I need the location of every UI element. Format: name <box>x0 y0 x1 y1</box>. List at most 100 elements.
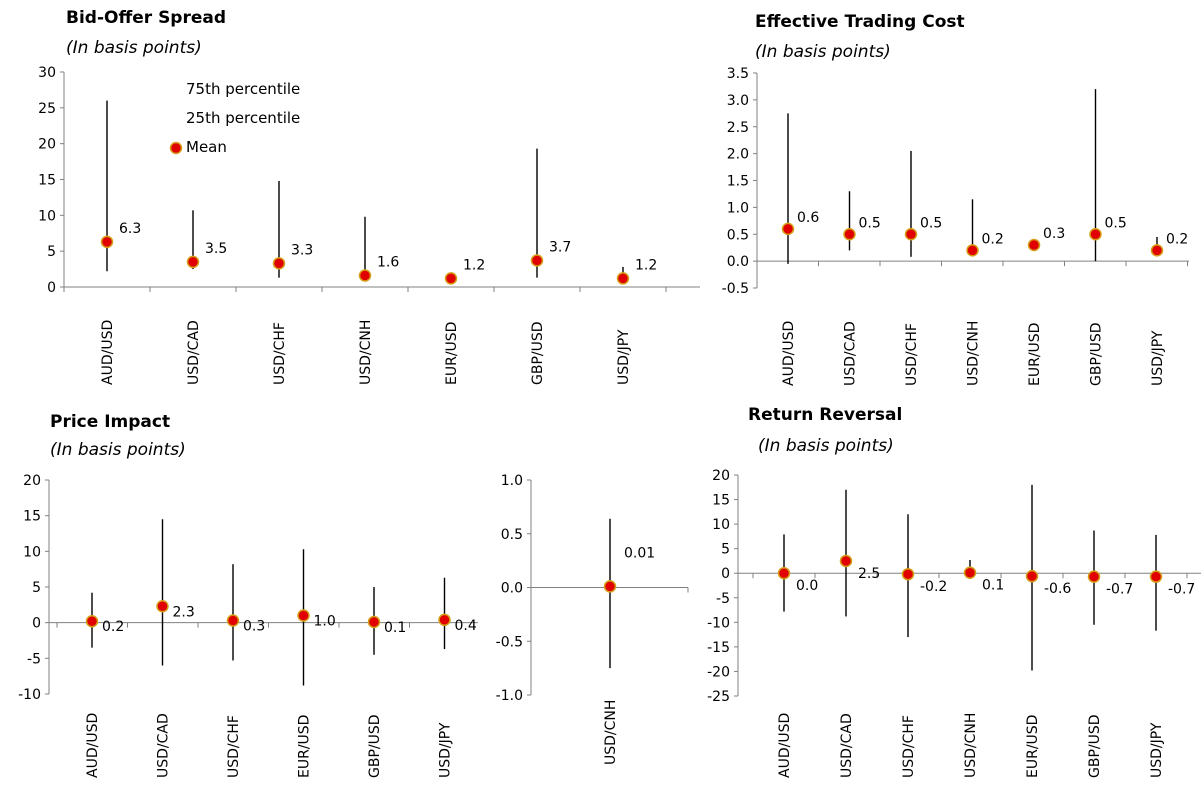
data-label: 0.5 <box>859 215 881 231</box>
y-tick-label: -10 <box>18 687 41 703</box>
y-tick-label: 0 <box>47 280 56 296</box>
x-tick-label: USD/JPY <box>438 722 454 778</box>
x-tick-label: EUR/USD <box>297 715 313 778</box>
mean-point <box>616 272 630 285</box>
mean-point <box>1025 569 1039 583</box>
x-tick-label: USD/CAD <box>839 713 855 778</box>
data-label: 0.3 <box>1043 226 1065 242</box>
x-tick-label: USD/CAD <box>156 713 172 778</box>
y-tick-label: 0.5 <box>727 227 749 243</box>
data-label: 0.1 <box>982 578 1004 594</box>
mean-point <box>367 615 381 629</box>
mean-point <box>1149 570 1163 583</box>
mean-point <box>781 222 795 236</box>
subtitle-effective-trading-cost: (In basis points) <box>755 42 891 62</box>
data-label: 0.5 <box>1105 215 1127 231</box>
y-tick-label: -5 <box>716 591 730 607</box>
mean-point <box>156 600 169 613</box>
x-tick-label: AUD/USD <box>100 320 116 385</box>
y-tick-label: 15 <box>712 493 730 509</box>
data-label: -0.6 <box>1044 581 1071 597</box>
legend-mean: Mean <box>186 138 227 156</box>
data-label: 0.2 <box>102 619 124 635</box>
legend-75th-percentile: 75th percentile <box>186 80 301 98</box>
mean-point <box>1027 238 1041 252</box>
y-tick-label: 0.0 <box>501 581 523 597</box>
x-tick-label: USD/CNH <box>358 320 374 385</box>
y-tick-label: 15 <box>23 509 41 525</box>
mean-point <box>963 566 977 579</box>
mean-point <box>901 567 915 581</box>
data-label: 0.01 <box>624 545 655 561</box>
title-effective-trading-cost: Effective Trading Cost <box>755 12 965 32</box>
mean-point <box>839 554 853 568</box>
data-label: 0.4 <box>455 618 477 634</box>
y-tick-label: 2.5 <box>727 120 749 136</box>
y-tick-label: 0 <box>32 616 41 632</box>
y-tick-label: -1.0 <box>496 688 523 704</box>
y-tick-label: 10 <box>23 544 41 560</box>
y-tick-label: 5 <box>721 542 730 558</box>
data-label: 0.3 <box>243 619 265 635</box>
data-label: 1.2 <box>635 257 657 273</box>
y-tick-label: 25 <box>38 101 56 117</box>
x-tick-label: GBP/USD <box>367 714 383 778</box>
y-tick-label: 1.0 <box>727 200 749 216</box>
x-tick-label: EUR/USD <box>444 322 460 385</box>
y-tick-label: 10 <box>712 517 730 533</box>
y-tick-label: 0 <box>721 566 730 582</box>
mean-point <box>444 272 458 285</box>
data-label: 0.6 <box>797 210 819 226</box>
data-label: 0.0 <box>796 578 818 594</box>
mean-point <box>186 255 200 269</box>
title-return-reversal: Return Reversal <box>748 405 903 425</box>
y-tick-label: -5 <box>27 651 41 667</box>
x-tick-label: USD/CAD <box>186 320 202 385</box>
title-price-impact: Price Impact <box>50 412 171 432</box>
x-tick-label: GBP/USD <box>530 321 546 385</box>
data-label: 3.5 <box>205 241 227 257</box>
mean-point <box>297 609 310 622</box>
y-tick-label: -0.5 <box>496 634 523 650</box>
x-tick-label: USD/CNH <box>603 700 619 765</box>
y-tick-label: 3.5 <box>727 66 749 82</box>
mean-point <box>530 254 544 267</box>
x-tick-label: AUD/USD <box>781 321 797 386</box>
data-label: -0.2 <box>920 579 947 595</box>
data-label: 3.7 <box>549 239 571 255</box>
y-tick-label: 5 <box>47 244 56 260</box>
mean-point <box>603 580 617 593</box>
data-label: 6.3 <box>119 221 141 237</box>
data-label: 1.2 <box>463 257 485 273</box>
x-tick-label: USD/CHF <box>901 715 917 778</box>
subtitle-return-reversal: (In basis points) <box>758 436 894 456</box>
x-tick-label: AUD/USD <box>85 713 101 778</box>
data-label: 0.2 <box>982 231 1004 247</box>
data-label: 0.1 <box>384 620 406 636</box>
mean-point <box>1150 244 1164 257</box>
mean-point <box>100 235 114 249</box>
data-label: 2.3 <box>173 604 195 620</box>
y-tick-label: -25 <box>707 689 730 705</box>
y-tick-label: 2.0 <box>727 147 749 163</box>
x-tick-label: EUR/USD <box>1025 715 1041 778</box>
x-tick-label: USD/JPY <box>616 329 632 385</box>
x-tick-label: USD/CNH <box>966 321 982 386</box>
mean-point <box>226 614 240 627</box>
mean-point <box>777 566 791 580</box>
data-label: 3.3 <box>291 242 313 258</box>
mean-point <box>1089 228 1102 241</box>
data-label: -0.7 <box>1168 582 1195 598</box>
data-label: 0.2 <box>1166 231 1188 247</box>
y-tick-label: -0.5 <box>722 281 749 297</box>
data-label: 1.0 <box>314 614 336 630</box>
y-tick-label: -15 <box>707 640 730 656</box>
data-label: 1.6 <box>377 255 399 271</box>
y-tick-label: 15 <box>38 173 56 189</box>
mean-point <box>272 257 286 270</box>
data-label: 0.5 <box>920 215 942 231</box>
mean-point <box>904 228 918 241</box>
y-tick-label: 10 <box>38 208 56 224</box>
data-label: 2.5 <box>858 566 880 582</box>
title-bid-offer-spread: Bid-Offer Spread <box>66 8 227 28</box>
